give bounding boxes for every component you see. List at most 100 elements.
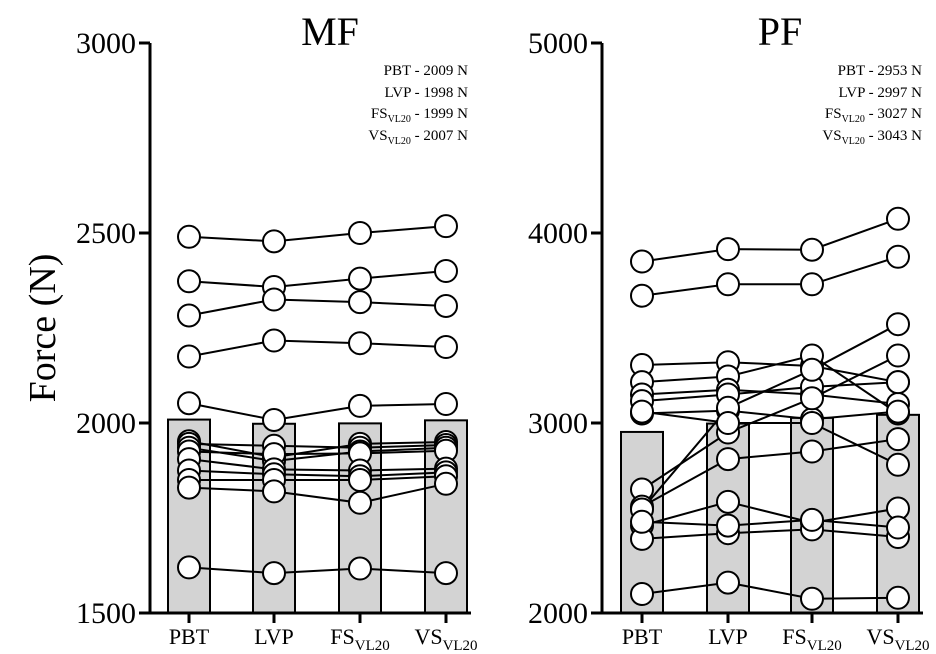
- x-tick-label: FSVL20: [330, 624, 389, 654]
- individual-line: [188, 270, 447, 288]
- data-point: [630, 399, 654, 424]
- y-tick-label: 2000: [76, 407, 136, 440]
- data-point: [348, 290, 372, 315]
- annotation-value: - 2997 N: [865, 85, 922, 101]
- x-tick-label-sub: VL20: [807, 638, 842, 654]
- annotation-value: - 2009 N: [411, 63, 468, 79]
- x-tick-label: FSVL20: [782, 624, 841, 654]
- annotation-label: FS: [371, 106, 388, 122]
- data-point: [434, 561, 458, 586]
- individual-line: [641, 354, 899, 491]
- individual-line: [641, 323, 899, 511]
- y-tick-label: 2500: [76, 217, 136, 250]
- data-point: [177, 344, 201, 369]
- x-tick-label-main: FS: [782, 624, 806, 649]
- data-point: [348, 221, 372, 245]
- annotation-label: PBT: [838, 63, 865, 79]
- individual-line: [189, 475, 447, 481]
- y-tick-label: 2000: [528, 597, 588, 630]
- individual-line: [641, 410, 899, 466]
- annotation-sub: VL20: [842, 136, 865, 147]
- data-point: [716, 513, 740, 538]
- mean-annotation: FSVL20 - 3027 N: [825, 106, 922, 125]
- mean-annotation: PBT - 2009 N: [384, 63, 468, 79]
- data-point: [348, 393, 372, 418]
- y-tick-label: 3000: [528, 407, 588, 440]
- individual-line: [641, 381, 899, 403]
- mean-annotation: LVP - 2997 N: [839, 85, 923, 101]
- data-point: [716, 447, 740, 472]
- data-point: [800, 507, 824, 532]
- data-point: [434, 214, 458, 239]
- data-point: [262, 229, 286, 254]
- individual-line: [188, 458, 447, 472]
- data-point: [434, 293, 458, 318]
- individual-line: [188, 402, 447, 421]
- data-point: [800, 586, 824, 611]
- individual-line: [188, 339, 447, 358]
- mean-annotation: VSVL20 - 3043 N: [822, 128, 922, 147]
- x-tick-label-main: VS: [414, 624, 442, 649]
- annotation-label: VS: [822, 128, 841, 144]
- data-point: [886, 370, 910, 395]
- data-point: [177, 224, 201, 249]
- data-point: [800, 272, 824, 297]
- individual-line: [188, 566, 447, 575]
- panel-title: MF: [301, 9, 359, 54]
- mean-annotation: LVP - 1998 N: [385, 85, 469, 101]
- x-tick-label: LVP: [708, 624, 748, 649]
- data-point: [800, 357, 824, 382]
- individual-line: [641, 581, 899, 600]
- individual-line: [188, 469, 447, 478]
- data-point: [716, 489, 740, 514]
- data-point: [886, 427, 910, 452]
- data-point: [434, 392, 458, 416]
- x-tick-label-main: LVP: [254, 624, 294, 649]
- data-point: [434, 335, 458, 359]
- mean-annotation: FSVL20 - 1999 N: [371, 106, 468, 125]
- individual-line: [641, 361, 899, 384]
- annotation-value: - 1999 N: [411, 106, 468, 122]
- data-point: [177, 391, 201, 416]
- individual-line: [188, 446, 447, 463]
- individual-line: [641, 518, 899, 529]
- panel-title: PF: [758, 9, 803, 54]
- y-axis-label: Force (N): [22, 254, 64, 403]
- data-point: [630, 249, 654, 274]
- data-point: [262, 328, 286, 353]
- individual-line: [641, 528, 899, 540]
- individual-line: [641, 217, 899, 263]
- data-point: [348, 266, 372, 291]
- x-tick-label: VSVL20: [866, 624, 929, 654]
- y-tick-label: 3000: [76, 27, 136, 60]
- x-tick-label-sub: VL20: [895, 638, 930, 654]
- x-tick-label-main: FS: [330, 624, 354, 649]
- x-tick-label-main: LVP: [708, 624, 748, 649]
- annotation-sub: VL20: [842, 114, 865, 125]
- x-tick-label-sub: VL20: [443, 638, 478, 654]
- individual-line: [188, 225, 447, 243]
- mean-annotation: PBT - 2953 N: [838, 63, 922, 79]
- annotation-label: LVP: [839, 85, 866, 101]
- data-point: [886, 452, 910, 477]
- annotation-value: - 3043 N: [865, 128, 922, 144]
- x-tick-label: VSVL20: [414, 624, 477, 654]
- data-point: [348, 331, 372, 356]
- individual-line: [188, 298, 447, 317]
- individual-line: [641, 388, 899, 405]
- individual-line: [641, 500, 899, 527]
- data-point: [716, 272, 740, 297]
- data-point: [800, 237, 824, 262]
- x-tick-label-main: PBT: [169, 624, 210, 649]
- x-tick-label-sub: VL20: [355, 638, 390, 654]
- x-tick-label-main: VS: [866, 624, 894, 649]
- data-point: [886, 515, 910, 540]
- data-point: [716, 570, 740, 595]
- annotation-value: - 3027 N: [865, 106, 922, 122]
- data-point: [262, 561, 286, 586]
- data-point: [348, 556, 372, 581]
- individual-line: [641, 255, 899, 297]
